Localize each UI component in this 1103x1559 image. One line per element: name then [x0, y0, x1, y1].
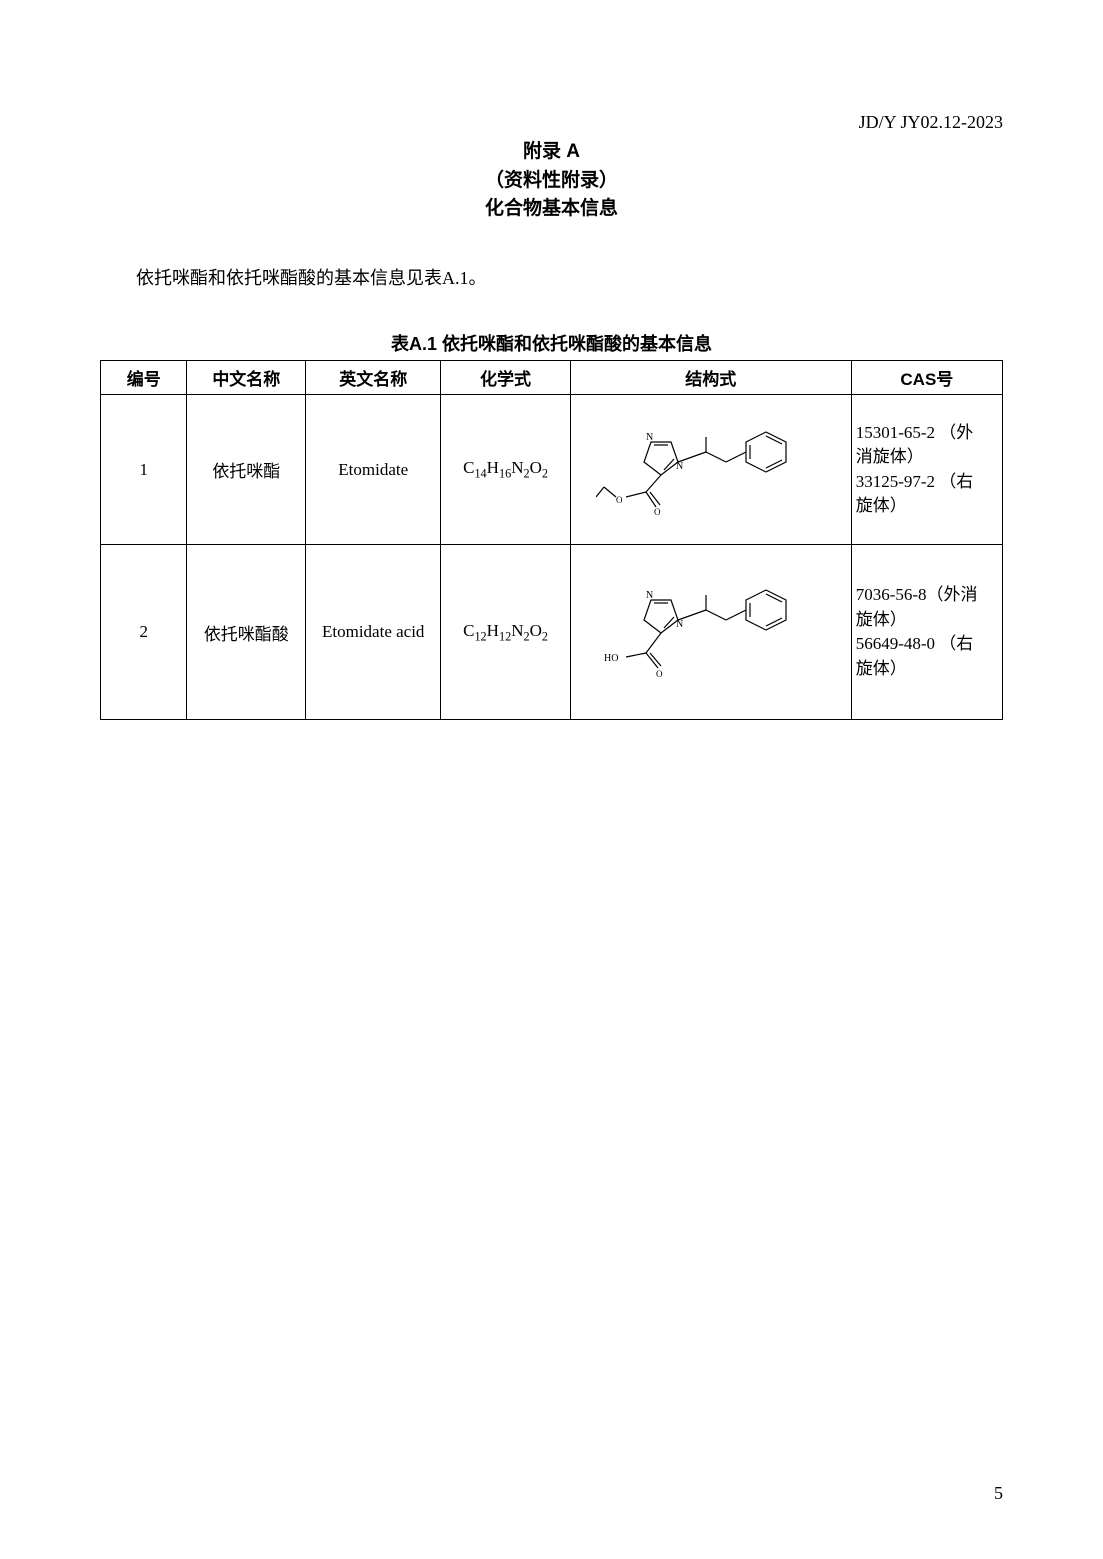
cell-cas: 15301-65-2 （外消旋体）33125-97-2 （右旋体）: [851, 395, 1002, 545]
cell-cn: 依托咪酯酸: [187, 545, 306, 720]
svg-text:N: N: [676, 619, 683, 630]
col-header-structure: 结构式: [570, 361, 851, 395]
svg-text:N: N: [676, 461, 683, 472]
cell-formula: C12H12N2O2: [441, 545, 571, 720]
svg-text:O: O: [616, 495, 623, 505]
col-header-id: 编号: [101, 361, 187, 395]
table-row: 2 依托咪酯酸 Etomidate acid C12H12N2O2 N N O: [101, 545, 1003, 720]
cell-cn: 依托咪酯: [187, 395, 306, 545]
title-line-1: 附录 A: [100, 138, 1003, 167]
title-line-2: （资料性附录）: [100, 167, 1003, 196]
col-header-cas: CAS号: [851, 361, 1002, 395]
structure-etomidate-icon: N N O O: [596, 407, 826, 527]
cell-formula: C14H16N2O2: [441, 395, 571, 545]
cell-en: Etomidate: [306, 395, 441, 545]
cell-cas: 7036-56-8（外消旋体）56649-48-0 （右旋体）: [851, 545, 1002, 720]
cell-en: Etomidate acid: [306, 545, 441, 720]
table-header-row: 编号 中文名称 英文名称 化学式 结构式 CAS号: [101, 361, 1003, 395]
cell-structure: N N O O: [570, 395, 851, 545]
cell-id: 2: [101, 545, 187, 720]
table-caption: 表A.1 依托咪酯和依托咪酯酸的基本信息: [100, 330, 1003, 356]
svg-text:N: N: [646, 590, 653, 601]
structure-etomidate-acid-icon: N N O HO: [596, 565, 826, 695]
title-line-3: 化合物基本信息: [100, 195, 1003, 224]
svg-text:O: O: [656, 669, 663, 679]
table-row: 1 依托咪酯 Etomidate C14H16N2O2 N N O: [101, 395, 1003, 545]
compound-info-table: 编号 中文名称 英文名称 化学式 结构式 CAS号 1 依托咪酯 Etomida…: [100, 360, 1003, 720]
svg-text:HO: HO: [604, 653, 618, 664]
appendix-title-block: 附录 A （资料性附录） 化合物基本信息: [100, 138, 1003, 224]
svg-text:O: O: [654, 507, 661, 517]
intro-paragraph: 依托咪酯和依托咪酯酸的基本信息见表A.1。: [100, 264, 1003, 293]
svg-text:N: N: [646, 432, 653, 443]
cell-id: 1: [101, 395, 187, 545]
document-code: JD/Y JY02.12-2023: [859, 112, 1003, 133]
col-header-cn: 中文名称: [187, 361, 306, 395]
cell-structure: N N O HO: [570, 545, 851, 720]
page-number: 5: [994, 1483, 1003, 1504]
col-header-formula: 化学式: [441, 361, 571, 395]
col-header-en: 英文名称: [306, 361, 441, 395]
